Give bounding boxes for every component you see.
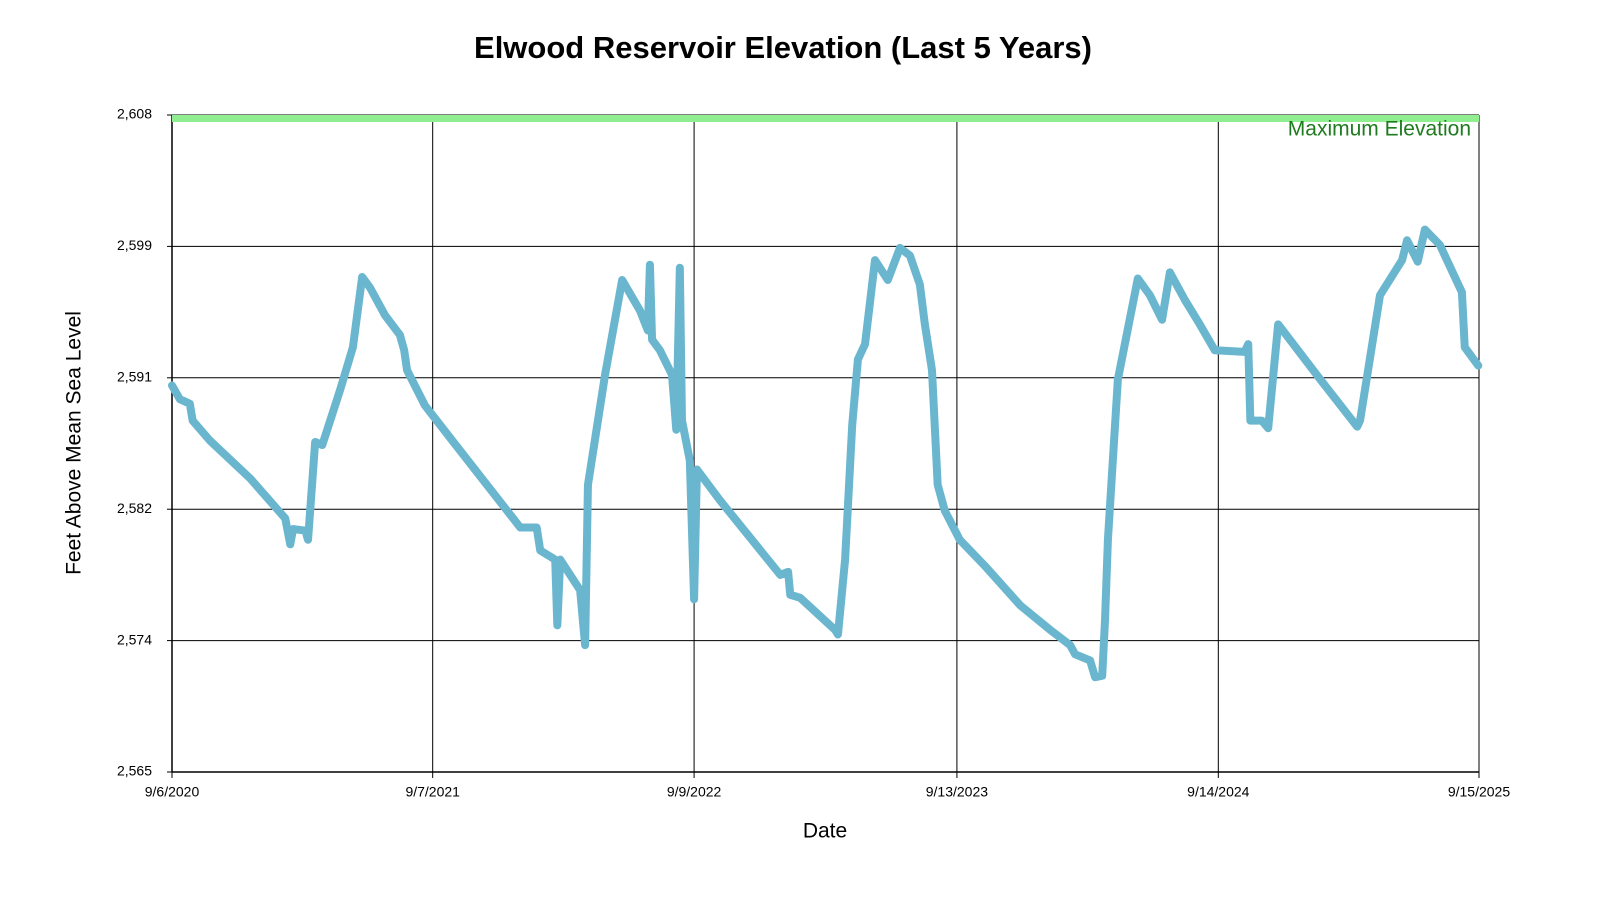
x-tick-label: 9/7/2021 — [405, 784, 460, 800]
max-elevation-band — [172, 115, 1479, 122]
x-tick-label: 9/13/2023 — [926, 784, 988, 800]
x-tick-label: 9/15/2025 — [1448, 784, 1510, 800]
y-axis-label: Feet Above Mean Sea Level — [63, 311, 86, 575]
x-tick-label: 9/6/2020 — [145, 784, 200, 800]
y-tick-label: 2,565 — [117, 763, 152, 779]
y-tick-label: 2,599 — [117, 237, 152, 253]
y-tick-label: 2,608 — [117, 106, 152, 122]
y-tick-label: 2,582 — [117, 500, 152, 516]
x-axis-label: Date — [803, 820, 847, 843]
x-tick-label: 9/14/2024 — [1187, 784, 1249, 800]
data-line — [168, 225, 1483, 682]
chart-title: Elwood Reservoir Elevation (Last 5 Years… — [474, 30, 1092, 65]
max-elevation-label: Maximum Elevation — [1288, 118, 1471, 141]
y-tick-label: 2,574 — [117, 631, 152, 647]
x-tick-label: 9/9/2022 — [667, 784, 722, 800]
y-tick-label: 2,591 — [117, 369, 152, 385]
